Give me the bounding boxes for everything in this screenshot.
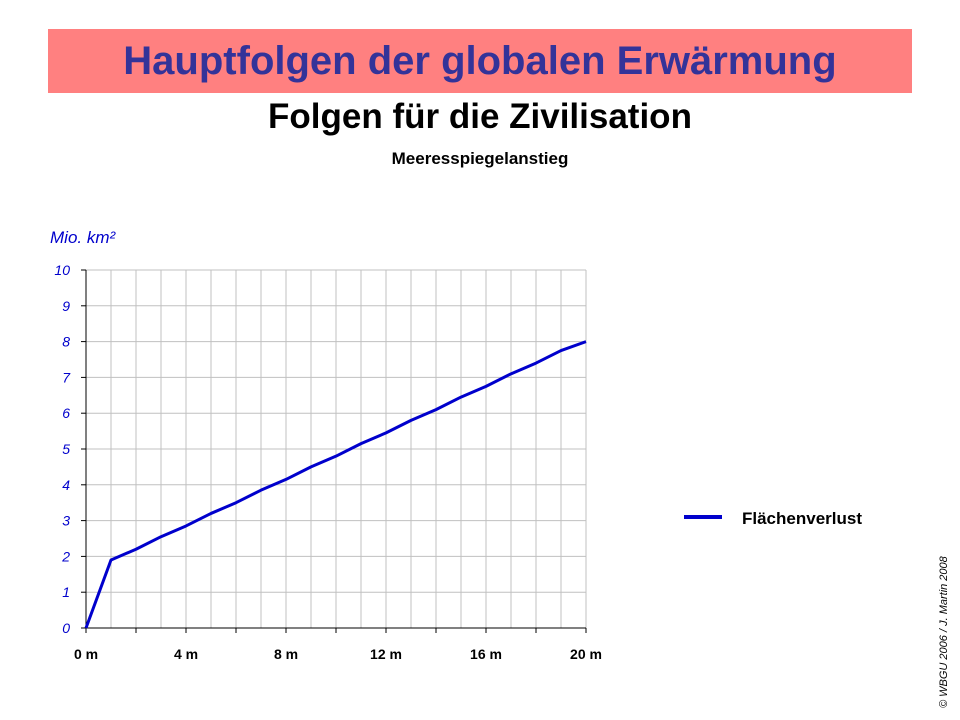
- legend-label: Flächenverlust: [742, 509, 862, 528]
- y-tick-label: 5: [62, 441, 70, 457]
- y-axis-label: Mio. km²: [50, 228, 117, 247]
- x-tick-label: 12 m: [370, 646, 402, 662]
- y-tick-label: 3: [62, 513, 70, 529]
- x-tick-label: 16 m: [470, 646, 502, 662]
- y-tick-label: 2: [61, 548, 70, 564]
- x-tick-label: 4 m: [174, 646, 198, 662]
- y-tick-label: 8: [62, 334, 70, 350]
- y-tick-label: 0: [62, 620, 70, 636]
- y-tick-label: 7: [62, 369, 71, 385]
- y-tick-label: 9: [62, 298, 70, 314]
- y-tick-label: 4: [62, 477, 70, 493]
- x-tick-label: 0 m: [74, 646, 98, 662]
- x-tick-label: 20 m: [570, 646, 602, 662]
- y-tick-label: 6: [62, 405, 70, 421]
- y-tick-label: 10: [54, 262, 70, 278]
- title-banner: Hauptfolgen der globalen Erwärmung: [48, 29, 912, 93]
- copyright-note: © WBGU 2006 / J. Martin 2008: [938, 556, 950, 708]
- series-line-flaechenverlust: [84, 340, 587, 629]
- slide-title: Hauptfolgen der globalen Erwärmung: [123, 39, 837, 83]
- chart-title: Meeresspiegelanstieg: [391, 149, 569, 168]
- slide-subtitle: Folgen für die Zivilisation: [268, 97, 692, 136]
- y-tick-label: 1: [62, 584, 70, 600]
- x-tick-label: 8 m: [274, 646, 298, 662]
